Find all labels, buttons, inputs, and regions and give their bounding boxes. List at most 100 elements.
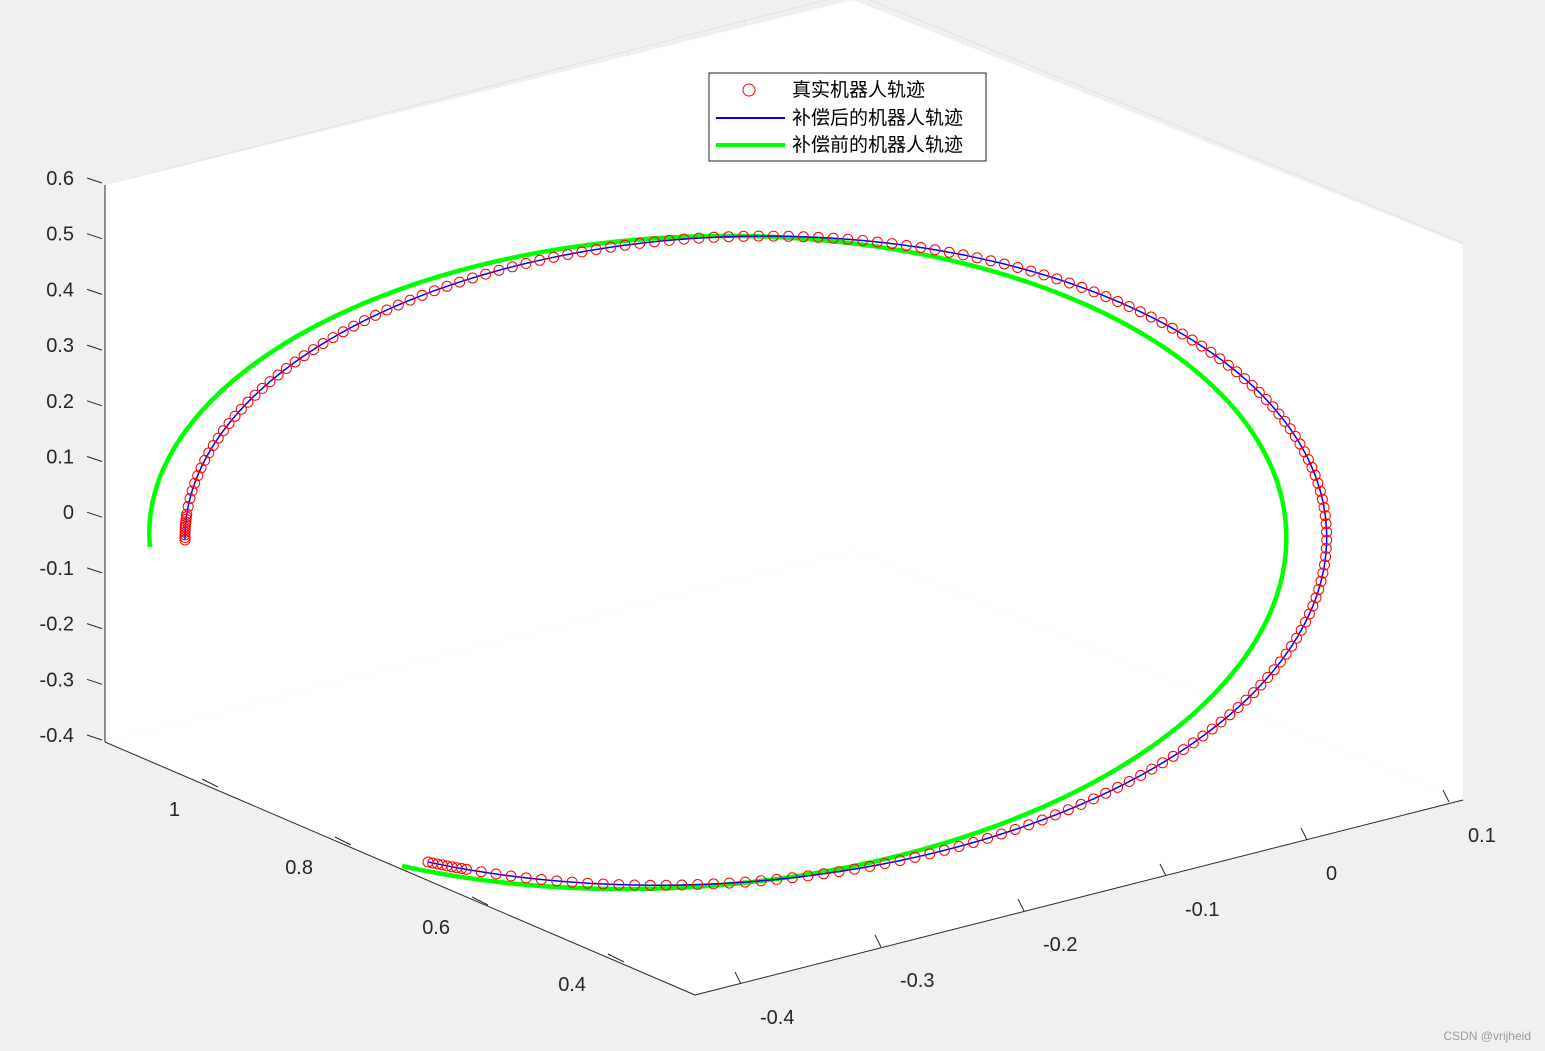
series-red-marker [842,233,854,245]
series-red-marker [566,876,578,888]
grid-line [104,0,828,186]
series-red-marker [597,878,609,890]
series-red-marker [189,477,201,489]
vertical-tick-label: 0.4 [46,279,74,301]
series-red-marker [812,231,824,243]
series-red-marker [212,432,224,444]
series-red-marker [1231,366,1243,378]
vertical-tick-label: 0.1 [46,447,74,469]
series-red-marker [1145,311,1157,323]
series-red-marker [562,249,574,260]
series-red-marker [441,280,453,292]
series-red-marker [1222,359,1234,371]
width-tick-label: -0.2 [1043,934,1077,956]
floor-pane [105,550,1463,995]
legend-entry-label: 真实机器人轨迹 [792,79,925,101]
series-red-marker [619,239,631,251]
vertical-tick-label: 0.2 [46,391,74,413]
series-red-marker [1224,709,1236,721]
series-red-marker [298,350,310,362]
series-red-marker [833,866,845,878]
width-tick [1159,863,1167,877]
series-red-marker [272,369,284,381]
series-red-marker [1320,518,1332,530]
series-red-marker [1291,632,1303,644]
series-red-marker [1253,386,1265,398]
series-red-marker [1317,567,1329,579]
series-red-marker [879,858,891,870]
series-red-marker [1076,281,1088,293]
series-red-marker [692,879,704,890]
series-red-marker [1312,477,1324,489]
series-red-marker [182,500,194,512]
vertical-tick [86,400,103,407]
series-red-marker [1205,346,1217,358]
series-red-marker [783,230,794,242]
series-red-marker [797,231,809,243]
series-red-marker [422,856,434,868]
series-red-marker [1063,277,1075,289]
series-red-marker [184,493,196,505]
series-red-marker [1286,640,1298,652]
series-red-marker [929,244,941,256]
series-red-marker [229,410,241,422]
series-red-marker [1038,269,1050,281]
axis-line [694,799,1464,996]
series-red-marker [480,268,492,280]
vertical-tick [86,456,103,462]
series-red-marker [693,232,705,244]
vertical-tick [86,734,103,741]
series-red-marker [915,242,927,253]
series-red-marker [467,272,478,284]
series-red-marker [663,234,675,246]
series-red-marker [1196,340,1208,352]
series-red-marker [475,866,487,878]
vertical-tick [86,344,103,351]
width-tick-label: -0.4 [760,1007,794,1029]
series-red-marker [1267,401,1279,413]
depth-tick-label: 0.6 [422,917,450,939]
series-red-marker [404,294,416,306]
series-red-marker [1239,373,1250,385]
series-red-marker [871,236,883,248]
width-tick-label: 0.1 [1468,825,1496,847]
series-red-marker [493,264,505,276]
series-red-marker [348,320,360,332]
watermark: CSDN @vrijheid [1443,1029,1531,1043]
series-red-marker [644,879,656,891]
series-red-marker [1255,679,1267,691]
series-red-marker [1135,769,1147,781]
series-red-marker [1100,787,1112,799]
series-red-marker [738,230,750,242]
series-red-marker [629,879,641,891]
series-red-marker [181,508,193,520]
series-red-marker [802,870,814,882]
series-red-marker [1112,781,1124,793]
series-red-marker [1274,656,1286,668]
series-red-marker [427,857,439,869]
axis-line [104,741,696,996]
width-tick [1017,898,1025,912]
series-red-marker [1268,664,1280,676]
series-red-marker [242,396,254,408]
series-red-marker [576,246,588,258]
vertical-tick [86,233,103,240]
series-red-marker [1088,286,1100,298]
series-red-marker [613,879,625,891]
series-red-marker [739,876,751,888]
depth-tick [201,778,219,788]
series-red-marker [1319,559,1330,571]
series-red-marker [1123,776,1135,787]
back-right-pane [853,0,1463,800]
series-red-marker [857,235,869,246]
series-red-marker [1176,328,1188,340]
series-red-marker [708,231,720,243]
series-red-marker [985,255,997,267]
series-red-marker [723,231,735,243]
grid-line [868,0,1464,244]
series-red-marker [900,240,912,251]
depth-tick-label: 0.8 [285,857,313,879]
series-red-marker [490,868,502,880]
